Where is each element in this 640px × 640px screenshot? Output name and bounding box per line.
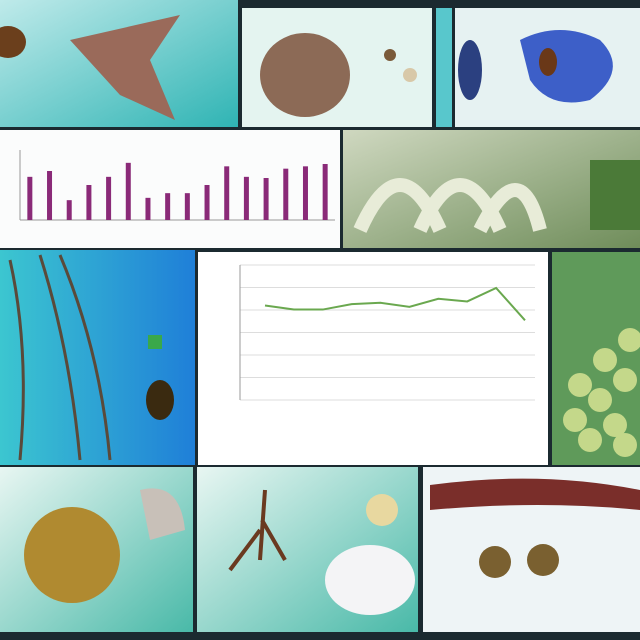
line bbox=[264, 286, 526, 322]
illustration bbox=[539, 48, 557, 76]
illustration bbox=[228, 489, 287, 572]
bar bbox=[145, 197, 151, 220]
illustration bbox=[8, 254, 112, 461]
bar bbox=[125, 162, 131, 220]
illustration bbox=[479, 546, 511, 578]
illustration bbox=[590, 160, 640, 230]
bar bbox=[263, 178, 269, 220]
illustration bbox=[353, 178, 547, 234]
illustration bbox=[140, 488, 185, 540]
panel bbox=[436, 8, 452, 127]
bar bbox=[66, 200, 72, 220]
panel bbox=[198, 252, 548, 465]
illustration bbox=[148, 335, 162, 349]
illustration bbox=[24, 507, 120, 603]
bar bbox=[204, 185, 210, 220]
panel bbox=[0, 250, 195, 465]
illustration bbox=[458, 40, 482, 100]
illustration bbox=[366, 494, 398, 526]
illustration bbox=[527, 544, 559, 576]
bar bbox=[322, 164, 328, 220]
illustration bbox=[520, 30, 613, 103]
illustration bbox=[403, 68, 417, 82]
illustration bbox=[430, 478, 640, 510]
illustration bbox=[563, 328, 640, 457]
illustration bbox=[70, 15, 180, 120]
illustration bbox=[325, 545, 415, 615]
bar bbox=[47, 171, 53, 220]
bar bbox=[224, 166, 230, 220]
bar bbox=[165, 193, 171, 220]
bar bbox=[184, 193, 190, 220]
bar bbox=[86, 185, 92, 220]
bar bbox=[106, 176, 112, 220]
illustration bbox=[146, 380, 174, 420]
bar bbox=[283, 168, 289, 220]
bar bbox=[27, 176, 33, 220]
illustration bbox=[384, 49, 396, 61]
illustration bbox=[260, 33, 350, 117]
bar bbox=[243, 176, 249, 220]
illustration bbox=[0, 26, 26, 58]
bar bbox=[302, 166, 308, 220]
